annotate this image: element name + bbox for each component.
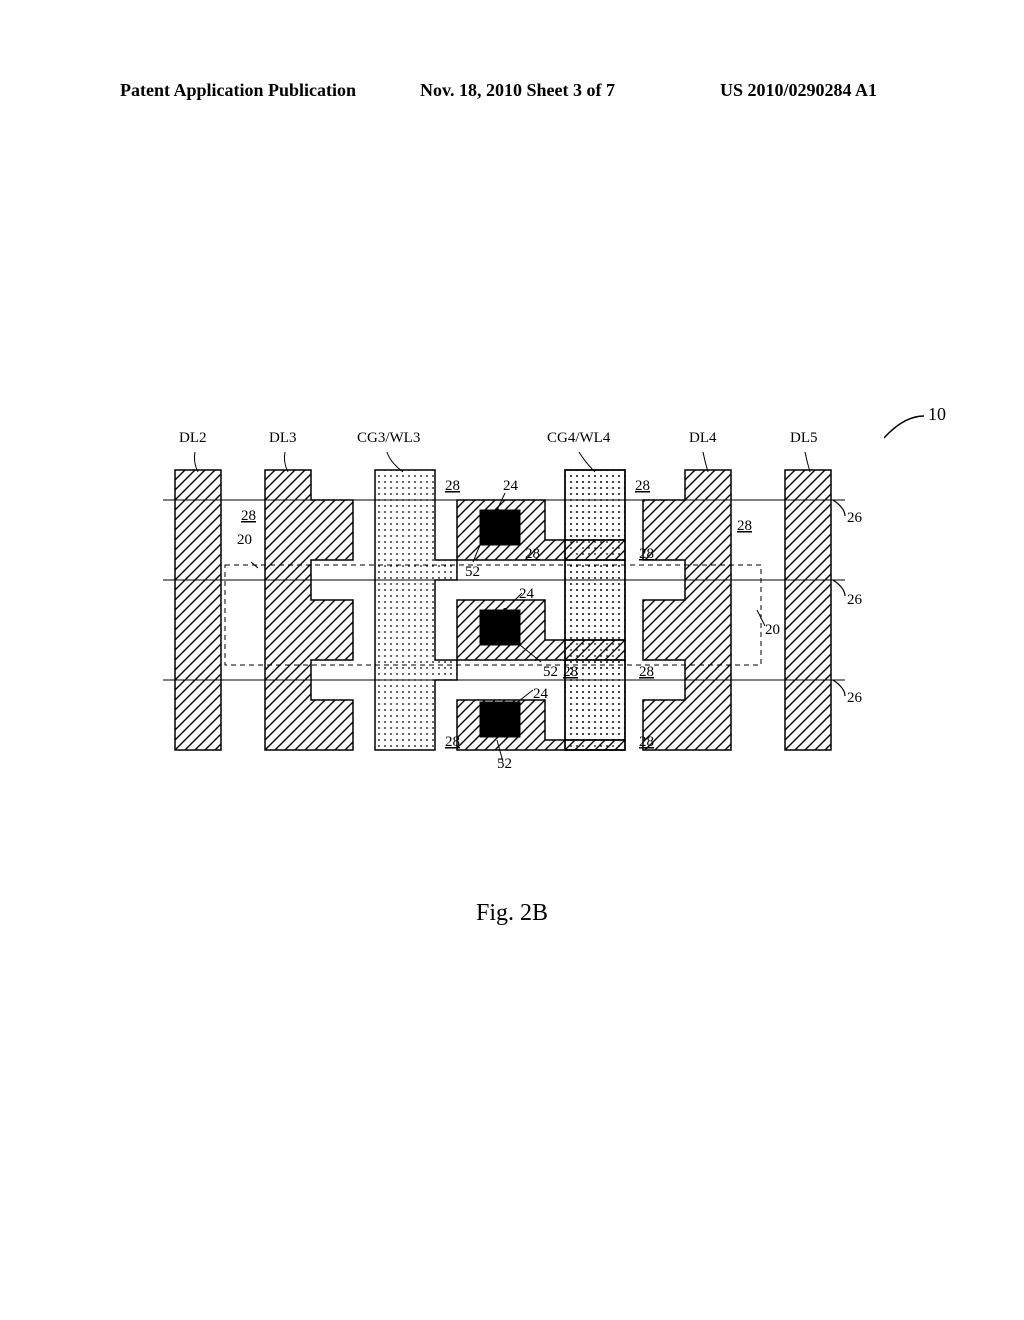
num-52: 52 xyxy=(543,664,558,680)
label-cg4: CG4/WL4 xyxy=(547,430,610,447)
num-26: 26 xyxy=(847,592,863,608)
num-28: 28 xyxy=(525,546,540,562)
num-28: 28 xyxy=(563,664,578,680)
num-28: 28 xyxy=(241,508,256,524)
num-26: 26 xyxy=(847,690,863,706)
num-26: 26 xyxy=(847,510,863,526)
num-24: 24 xyxy=(503,478,519,494)
num-24: 24 xyxy=(519,586,535,602)
ref-10-label: 10 xyxy=(928,404,946,425)
num-28: 28 xyxy=(639,664,654,680)
num-52: 52 xyxy=(465,564,480,580)
header-left: Patent Application Publication xyxy=(120,80,356,101)
num-24: 24 xyxy=(533,686,549,702)
figure-diagram: DL2 DL3 CG3/WL3 CG4/WL4 DL4 DL5 xyxy=(125,390,899,770)
header-center: Nov. 18, 2010 Sheet 3 of 7 xyxy=(420,80,615,101)
num-28: 28 xyxy=(737,518,752,534)
num-28: 28 xyxy=(635,478,650,494)
label-cg3: CG3/WL3 xyxy=(357,430,420,447)
num-28: 28 xyxy=(445,478,460,494)
num-20: 20 xyxy=(765,622,780,638)
num-28: 28 xyxy=(639,734,654,750)
num-20: 20 xyxy=(237,532,252,548)
figure-caption: Fig. 2B xyxy=(0,900,1024,927)
label-dl3: DL3 xyxy=(269,430,297,447)
label-dl4: DL4 xyxy=(689,430,717,447)
header-right: US 2010/0290284 A1 xyxy=(720,80,877,101)
num-28: 28 xyxy=(639,546,654,562)
label-dl2: DL2 xyxy=(179,430,207,447)
diagram-svg: 28 24 28 28 28 20 52 28 28 24 52 28 28 2… xyxy=(125,390,899,780)
label-dl5: DL5 xyxy=(790,430,818,447)
num-28: 28 xyxy=(445,734,460,750)
num-52: 52 xyxy=(497,756,512,772)
